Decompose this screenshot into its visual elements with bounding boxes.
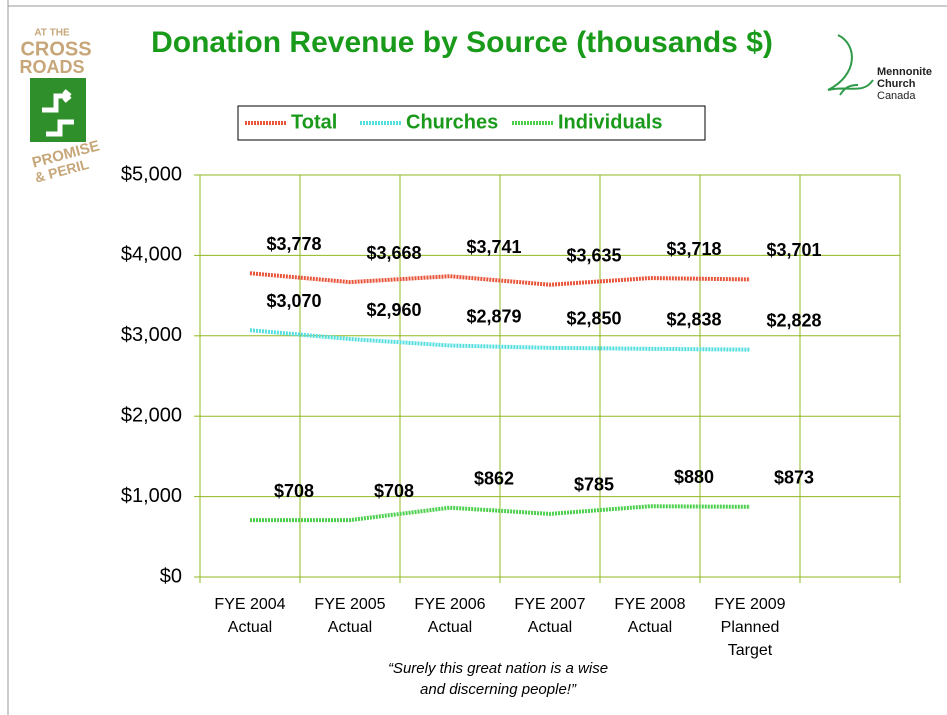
logo-text: Church <box>877 78 916 90</box>
series-line <box>249 328 751 352</box>
data-label: $2,828 <box>766 310 821 330</box>
y-tick-label: $2,000 <box>121 404 182 426</box>
logo-text: Canada <box>877 90 916 102</box>
x-tick-label: Actual <box>628 619 672 636</box>
annotation: “Surely this great nation is a wise <box>388 660 608 677</box>
y-tick-label: $1,000 <box>121 485 182 507</box>
logo-text: AT THE <box>34 28 70 39</box>
y-tick-label: $4,000 <box>121 244 182 266</box>
data-label: $3,635 <box>566 245 621 265</box>
x-tick-label: FYE 2005 <box>314 596 385 613</box>
left-logo: AT THE CROSS ROADS PROMISE & PERIL <box>19 28 101 186</box>
logo-arrows <box>42 89 74 137</box>
data-label: $2,879 <box>466 306 521 326</box>
data-label: $3,668 <box>366 243 421 263</box>
logo-dove <box>827 34 874 96</box>
legend-label: Total <box>291 111 337 133</box>
y-tick-label: $3,000 <box>121 324 182 346</box>
y-tick-label: $0 <box>160 565 182 587</box>
data-label: $785 <box>574 475 614 495</box>
annotation: and discerning people!” <box>420 681 577 698</box>
data-label: $3,778 <box>266 234 321 254</box>
series-line <box>250 504 751 523</box>
logo-text: Mennonite <box>877 66 932 78</box>
data-label: $2,960 <box>366 300 421 320</box>
data-label: $3,070 <box>266 291 321 311</box>
y-tick-label: $5,000 <box>121 163 182 185</box>
x-tick-label: Actual <box>528 619 572 636</box>
legend-label: Churches <box>406 111 498 133</box>
data-label: $3,718 <box>666 239 721 259</box>
data-label: $873 <box>774 468 814 488</box>
x-tick-label: Actual <box>428 619 472 636</box>
data-label: $708 <box>374 481 414 501</box>
data-label: $708 <box>274 481 314 501</box>
x-tick-label: FYE 2006 <box>414 596 485 613</box>
data-label: $2,838 <box>666 310 721 330</box>
chart-title: Donation Revenue by Source (thousands $) <box>151 26 773 59</box>
x-tick-label: FYE 2007 <box>514 596 585 613</box>
series-line <box>249 271 751 287</box>
data-label: $880 <box>674 467 714 487</box>
data-label: $3,701 <box>766 240 821 260</box>
x-tick-label: FYE 2004 <box>214 596 285 613</box>
x-tick-label: FYE 2009 <box>714 596 785 613</box>
legend-box <box>237 105 706 141</box>
x-tick-label: Planned <box>721 619 780 636</box>
data-label: $862 <box>474 468 514 488</box>
x-tick-label: Actual <box>228 619 272 636</box>
x-tick-label: FYE 2008 <box>614 596 685 613</box>
logo-text: ROADS <box>19 57 84 77</box>
x-tick-label: Actual <box>328 619 372 636</box>
logo-text: CROSS <box>20 38 91 60</box>
legend-label: Individuals <box>558 111 662 133</box>
right-logo: Mennonite Church Canada <box>827 34 932 102</box>
x-tick-label: Target <box>728 642 773 659</box>
data-label: $2,850 <box>566 309 621 329</box>
data-label: $3,741 <box>466 237 521 257</box>
